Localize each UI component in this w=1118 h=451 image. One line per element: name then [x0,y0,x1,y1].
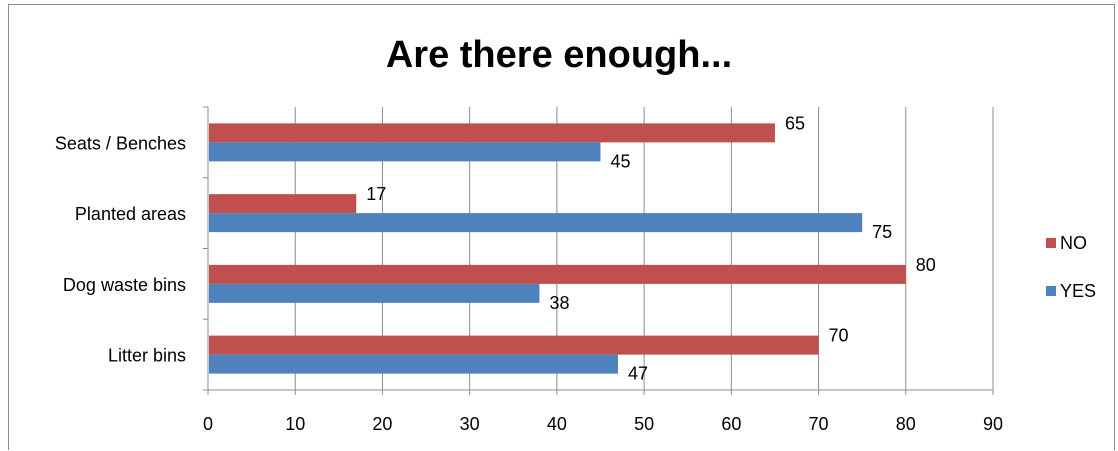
y-tick-label-dog-waste-bins: Dog waste bins [63,275,186,295]
data-label-no-planted-areas: 17 [366,184,386,204]
data-label-yes-dog-waste-bins: 38 [549,293,569,313]
data-label-yes-planted-areas: 75 [872,222,892,242]
x-tick-label-50: 50 [634,414,654,434]
chart-legend: NO YES [1046,232,1096,306]
bar-no-planted-areas [209,194,357,214]
x-tick-label-40: 40 [547,414,567,434]
legend-item-no: NO [1046,232,1096,258]
bar-yes-litter-bins [209,354,618,374]
x-tick-label-20: 20 [372,414,392,434]
bar-no-litter-bins [209,335,819,355]
y-tick-label-seats-benches: Seats / Benches [55,133,186,153]
data-label-no-seats-benches: 65 [785,113,805,133]
data-label-yes-seats-benches: 45 [611,151,631,171]
bar-no-seats-benches [209,123,775,143]
x-tick-label-70: 70 [809,414,829,434]
x-tick-label-80: 80 [896,414,916,434]
legend-item-yes: YES [1046,280,1096,306]
x-tick-label-60: 60 [721,414,741,434]
x-tick-label-90: 90 [983,414,1003,434]
legend-label-yes: YES [1060,281,1097,301]
y-tick-label-litter-bins: Litter bins [108,346,186,366]
bar-yes-planted-areas [209,213,863,233]
chart-title: Are there enough... [385,34,733,76]
data-label-yes-litter-bins: 47 [628,364,648,384]
x-tick-label-0: 0 [203,414,213,434]
legend-swatch-yes [1046,286,1056,296]
x-tick-label-10: 10 [285,414,305,434]
y-tick-label-planted-areas: Planted areas [75,204,186,224]
x-tick-label-30: 30 [460,414,480,434]
legend-swatch-no [1046,238,1056,248]
legend-label-no: NO [1060,233,1087,253]
data-label-no-dog-waste-bins: 80 [916,255,936,275]
bar-yes-dog-waste-bins [209,283,540,303]
data-label-no-litter-bins: 70 [829,326,849,346]
bar-yes-seats-benches [209,142,601,162]
bar-no-dog-waste-bins [209,264,906,284]
